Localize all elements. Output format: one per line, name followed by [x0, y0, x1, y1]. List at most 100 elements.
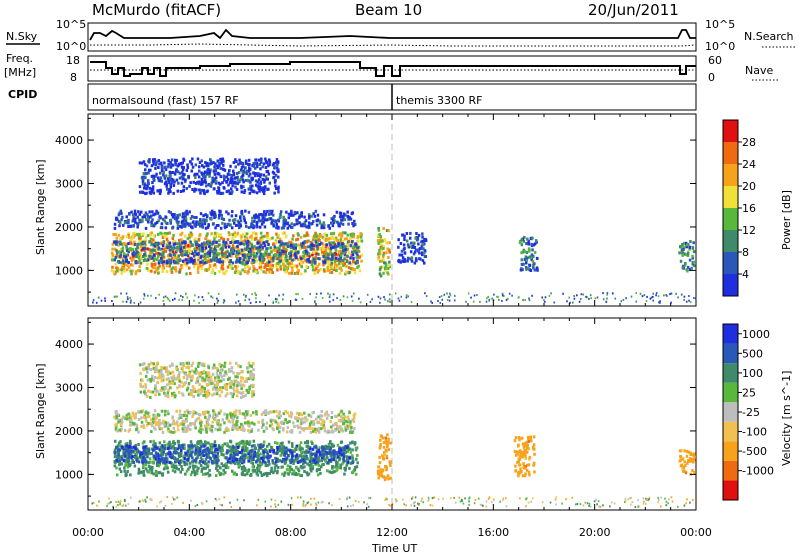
echo-cell: [278, 294, 280, 296]
echo-cell: [268, 213, 271, 216]
echo-cell: [347, 241, 350, 244]
echo-cell: [295, 473, 298, 476]
echo-cell: [153, 223, 156, 226]
echo-cell: [300, 224, 303, 227]
echo-cell: [212, 223, 215, 226]
echo-cell: [343, 295, 345, 297]
echo-cell: [227, 258, 230, 261]
echo-cell: [352, 470, 355, 473]
colorbar-swatch: [723, 142, 738, 164]
echo-cell: [126, 301, 128, 303]
echo-cell: [121, 272, 124, 275]
echo-cell: [308, 221, 311, 224]
echo-cell: [152, 238, 155, 241]
echo-cell: [269, 450, 272, 453]
echo-cell: [343, 473, 346, 476]
echo-cell: [692, 246, 695, 249]
echo-cell: [327, 293, 329, 295]
echo-cell: [166, 188, 169, 191]
echo-cell: [238, 300, 240, 302]
echo-cell: [266, 264, 269, 267]
echo-cell: [329, 470, 332, 473]
echo-cell: [176, 261, 179, 264]
echo-cell: [274, 469, 277, 472]
echo-cell: [315, 454, 318, 457]
echo-cell: [132, 450, 135, 453]
echo-cell: [437, 300, 439, 302]
echo-cell: [245, 225, 248, 228]
echo-cell: [287, 245, 290, 248]
echo-cell: [144, 215, 147, 218]
echo-cell: [342, 223, 345, 226]
echo-cell: [128, 248, 131, 251]
echo-cell: [252, 265, 255, 268]
echo-cell: [289, 465, 292, 468]
echo-cell: [250, 253, 253, 256]
echo-cell: [307, 258, 310, 261]
echo-cell: [439, 296, 441, 298]
echo-cell: [679, 245, 682, 248]
echo-cell: [155, 297, 157, 299]
echo-cell: [114, 440, 117, 443]
echo-cell: [544, 301, 546, 303]
echo-cell: [322, 297, 324, 299]
echo-cell: [168, 442, 171, 445]
echo-cell: [165, 296, 167, 298]
echo-cell: [236, 420, 239, 423]
echo-cell: [185, 223, 188, 226]
echo-cell: [689, 259, 692, 262]
echo-cell: [243, 243, 246, 246]
echo-cell: [199, 261, 202, 264]
echo-cell: [252, 232, 255, 235]
echo-cell: [257, 215, 260, 218]
echo-cell: [317, 253, 320, 256]
echo-cell: [175, 465, 178, 468]
echo-cell: [276, 169, 279, 172]
echo-cell: [147, 160, 150, 163]
echo-cell: [272, 450, 275, 453]
echo-cell: [187, 175, 190, 178]
echo-cell: [143, 449, 146, 452]
echo-cell: [241, 210, 244, 213]
cpid-segment-label: themis 3300 RF: [396, 94, 483, 107]
echo-cell: [344, 248, 347, 251]
echo-cell: [214, 445, 217, 448]
echo-cell: [406, 260, 409, 263]
echo-cell: [127, 261, 129, 264]
echo-cell: [243, 457, 246, 460]
echo-cell: [340, 215, 343, 218]
echo-cell: [226, 442, 229, 445]
echo-cell: [160, 446, 163, 449]
echo-cell: [274, 441, 277, 444]
echo-cell: [535, 239, 538, 242]
echo-cell: [323, 226, 326, 229]
echo-cell: [319, 235, 322, 238]
echo-cell: [371, 298, 373, 300]
echo-cell: [128, 453, 131, 456]
echo-cell: [240, 178, 243, 181]
echo-cell: [114, 223, 117, 226]
echo-cell: [286, 456, 289, 459]
echo-cell: [315, 296, 317, 298]
echo-cell: [183, 185, 186, 188]
echo-cell: [208, 469, 211, 472]
echo-cell: [193, 223, 196, 226]
echo-cell: [669, 293, 671, 295]
echo-cell: [239, 215, 242, 218]
echo-cell: [276, 265, 279, 268]
echo-cell: [252, 462, 255, 465]
echo-cell: [319, 453, 322, 456]
echo-cell: [612, 292, 614, 294]
echo-cell: [327, 263, 330, 266]
echo-cell: [214, 272, 217, 275]
echo-cell: [276, 446, 279, 449]
echo-cell: [409, 237, 412, 240]
echo-cell: [418, 257, 421, 260]
echo-cell: [278, 449, 281, 452]
echo-cell: [329, 294, 331, 296]
echo-cell: [298, 221, 301, 224]
echo-cell: [278, 234, 281, 237]
echo-cell: [262, 259, 265, 262]
echo-cell: [184, 457, 187, 460]
echo-cell: [531, 237, 534, 240]
